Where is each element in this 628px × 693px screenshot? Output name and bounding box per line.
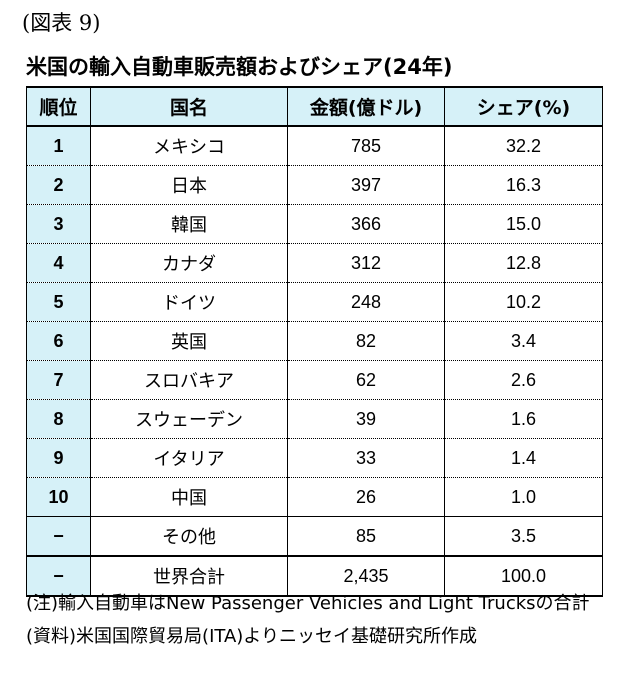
amount-cell: 26 (287, 477, 445, 517)
header-share: シェア(%) (444, 86, 603, 127)
amount-cell: 366 (287, 204, 445, 244)
amount-cell: 33 (287, 438, 445, 478)
amount-cell: 82 (287, 321, 445, 361)
country-cell: 英国 (90, 321, 288, 361)
header-rank: 順位 (26, 86, 91, 127)
country-cell: 韓国 (90, 204, 288, 244)
share-cell: 32.2 (444, 126, 603, 166)
table-row: 8 スウェーデン 39 1.6 (26, 399, 603, 439)
rank-cell: 2 (26, 165, 91, 205)
notes: (注)輸入自動車はNew Passenger Vehicles and Ligh… (26, 589, 616, 651)
total-row: − 世界合計 2,435 100.0 (26, 556, 603, 597)
rank-cell: − (26, 556, 91, 597)
share-cell: 1.4 (444, 438, 603, 478)
share-cell: 3.5 (444, 516, 603, 557)
table-row: 4 カナダ 312 12.8 (26, 243, 603, 283)
header-amount: 金額(億ドル) (287, 86, 445, 127)
country-cell: スロバキア (90, 360, 288, 400)
amount-cell: 397 (287, 165, 445, 205)
country-cell: 世界合計 (90, 556, 288, 597)
import-sales-table: 順位 国名 金額(億ドル) シェア(%) 1 メキシコ 785 32.2 2 日… (26, 86, 603, 597)
amount-cell: 785 (287, 126, 445, 166)
rank-cell: 5 (26, 282, 91, 322)
country-cell: 日本 (90, 165, 288, 205)
table-row: 9 イタリア 33 1.4 (26, 438, 603, 478)
share-cell: 100.0 (444, 556, 603, 597)
table-title: 米国の輸入自動車販売額およびシェア(24年) (26, 55, 453, 79)
amount-cell: 62 (287, 360, 445, 400)
amount-cell: 312 (287, 243, 445, 283)
country-cell: ドイツ (90, 282, 288, 322)
share-cell: 1.6 (444, 399, 603, 439)
table-row: 7 スロバキア 62 2.6 (26, 360, 603, 400)
table-row: 6 英国 82 3.4 (26, 321, 603, 361)
share-cell: 12.8 (444, 243, 603, 283)
country-cell: イタリア (90, 438, 288, 478)
country-cell: メキシコ (90, 126, 288, 166)
share-cell: 1.0 (444, 477, 603, 517)
rank-cell: 8 (26, 399, 91, 439)
share-cell: 10.2 (444, 282, 603, 322)
header-country: 国名 (90, 86, 288, 127)
amount-cell: 85 (287, 516, 445, 557)
figure-label: (図表 9) (22, 11, 101, 35)
note-text: (注)輸入自動車はNew Passenger Vehicles and Ligh… (26, 593, 590, 614)
rank-cell: 6 (26, 321, 91, 361)
share-cell: 2.6 (444, 360, 603, 400)
source-text: (資料)米国国際貿易局(ITA)よりニッセイ基礎研究所作成 (26, 626, 477, 647)
country-cell: カナダ (90, 243, 288, 283)
country-cell: その他 (90, 516, 288, 557)
rank-cell: 1 (26, 126, 91, 166)
table-row: 1 メキシコ 785 32.2 (26, 126, 603, 166)
amount-cell: 248 (287, 282, 445, 322)
rank-cell: 9 (26, 438, 91, 478)
share-cell: 15.0 (444, 204, 603, 244)
table-row: 5 ドイツ 248 10.2 (26, 282, 603, 322)
table-row: 10 中国 26 1.0 (26, 477, 603, 517)
share-cell: 3.4 (444, 321, 603, 361)
table-header-row: 順位 国名 金額(億ドル) シェア(%) (26, 86, 603, 127)
table-row: 2 日本 397 16.3 (26, 165, 603, 205)
rank-cell: 10 (26, 477, 91, 517)
share-cell: 16.3 (444, 165, 603, 205)
rank-cell: 4 (26, 243, 91, 283)
country-cell: スウェーデン (90, 399, 288, 439)
other-row: − その他 85 3.5 (26, 516, 603, 557)
rank-cell: − (26, 516, 91, 557)
amount-cell: 39 (287, 399, 445, 439)
rank-cell: 3 (26, 204, 91, 244)
table-row: 3 韓国 366 15.0 (26, 204, 603, 244)
country-cell: 中国 (90, 477, 288, 517)
amount-cell: 2,435 (287, 556, 445, 597)
rank-cell: 7 (26, 360, 91, 400)
